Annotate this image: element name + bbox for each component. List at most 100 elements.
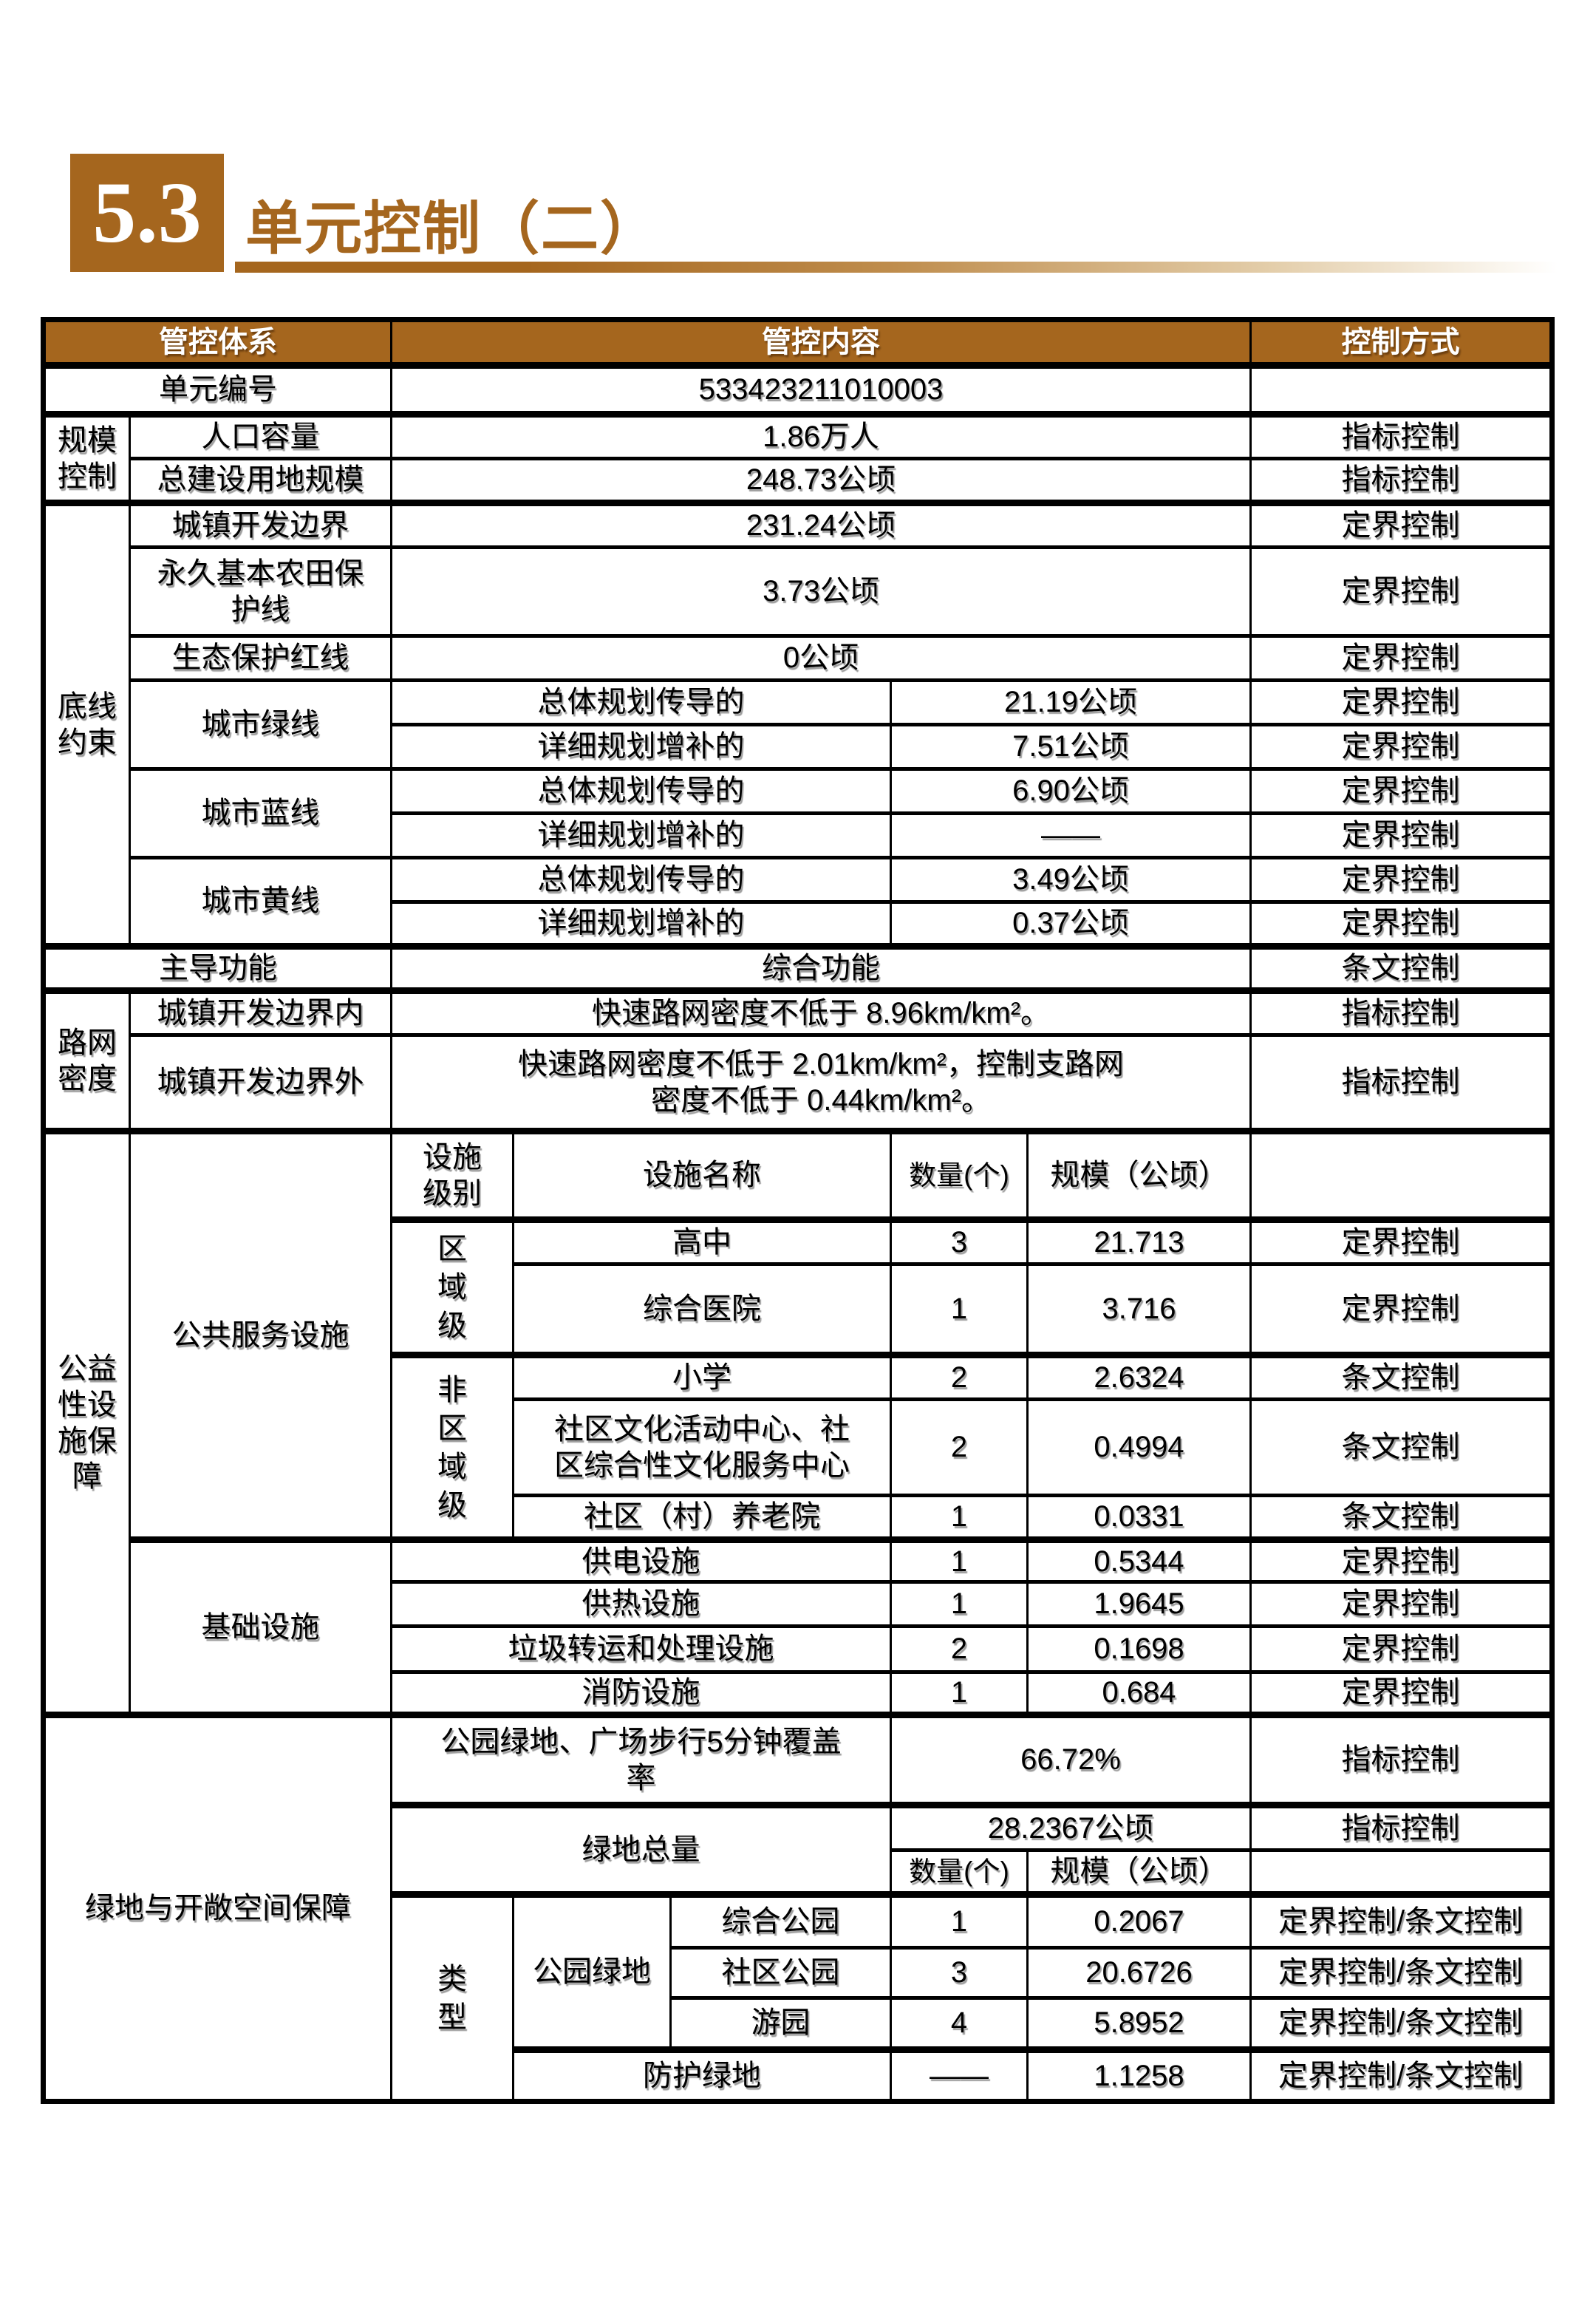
- park-row1-method-cell: 定界控制/条文控制: [1249, 1946, 1554, 2000]
- road-outside-value-cell: 快速路网密度不低于 2.01km/km²，控制支路网密度不低于 0.44km/k…: [389, 1033, 1252, 1133]
- infra-row0-count-cell: 1: [890, 1536, 1029, 1584]
- land-scale-method-cell: 指标控制: [1249, 457, 1554, 505]
- group-scale-control-cell: 规模控制: [42, 411, 131, 505]
- park-row1-name-cell: 社区公园: [669, 1946, 892, 2000]
- cell-text: 路网密度: [58, 1026, 117, 1095]
- regional-row1-count-cell: 1: [890, 1262, 1029, 1357]
- park-row1-size-cell: 20.6726: [1026, 1946, 1252, 2000]
- farmland-method-cell: 定界控制: [1249, 545, 1554, 638]
- cell-text: 规模控制: [58, 423, 117, 493]
- population-label-cell: 人口容量: [129, 411, 392, 460]
- road-inside-label-cell: 城镇开发边界内: [129, 987, 392, 1037]
- green-line-row1-value-cell: 7.51公顷: [889, 723, 1252, 771]
- non-regional-row0-name-cell: 小学: [512, 1352, 892, 1401]
- eco-redline-method-cell: 定界控制: [1249, 634, 1554, 682]
- park-row1-count-cell: 3: [890, 1946, 1029, 2000]
- green-line-row0-method-cell: 定界控制: [1249, 678, 1554, 726]
- dev-boundary-value-cell: 231.24公顷: [389, 500, 1252, 549]
- non-regional-row1-count-cell: 2: [890, 1397, 1029, 1497]
- coverage-label-cell: 公园绿地、广场步行5分钟覆盖率: [390, 1712, 892, 1807]
- blue-line-row1-value-cell: ——: [889, 811, 1252, 859]
- green-line-label-cell: 城市绿线: [129, 678, 392, 771]
- group-public-welfare-cell: 公益性设施保障: [42, 1128, 131, 1717]
- unit-number-value-cell: 533423211010003: [389, 362, 1252, 416]
- infra-row3-method-cell: 定界控制: [1249, 1670, 1554, 1717]
- land-scale-label-cell: 总建设用地规模: [129, 457, 392, 505]
- blue-line-label-cell: 城市蓝线: [129, 767, 392, 859]
- infra-row0-name-cell: 供电设施: [390, 1536, 892, 1584]
- non-regional-row0-method-cell: 条文控制: [1249, 1352, 1554, 1401]
- cell-text: 类型: [437, 1963, 467, 2034]
- function-value-cell: 综合功能: [389, 943, 1252, 993]
- eco-redline-label-cell: 生态保护红线: [129, 634, 392, 682]
- non-regional-row1-name-cell: 社区文化活动中心、社区综合性文化服务中心: [512, 1397, 892, 1497]
- park-row2-method-cell: 定界控制/条文控制: [1249, 1996, 1554, 2052]
- regional-level-label-cell: 区域级: [390, 1216, 514, 1357]
- infra-row1-method-cell: 定界控制: [1249, 1580, 1554, 1628]
- title-underline-bar: [235, 262, 1558, 273]
- non-regional-row2-name-cell: 社区（村）养老院: [512, 1494, 892, 1542]
- cell-text: 底线约束: [58, 690, 117, 759]
- green-count-header-cell: 数量(个): [890, 1848, 1029, 1896]
- infra-row2-name-cell: 垃圾转运和处理设施: [390, 1624, 892, 1674]
- farmland-value-cell: 3.73公顷: [389, 545, 1252, 638]
- green-total-method-cell: 指标控制: [1249, 1802, 1554, 1852]
- non-regional-row0-count-cell: 2: [890, 1352, 1029, 1401]
- protective-green-name-cell: 防护绿地: [512, 2046, 892, 2103]
- regional-row1-size-cell: 3.716: [1026, 1262, 1252, 1357]
- infrastructure-label-cell: 基础设施: [129, 1536, 392, 1717]
- infra-row2-size-cell: 0.1698: [1026, 1624, 1252, 1674]
- group-green-space-cell: 绿地与开敞空间保障: [42, 1712, 392, 2103]
- regional-row0-name-cell: 高中: [512, 1216, 892, 1266]
- cell-text: 永久基本农田保护线: [157, 556, 364, 626]
- non-regional-row1-method-cell: 条文控制: [1249, 1397, 1554, 1497]
- facility-level-header-cell: 设施级别: [390, 1128, 514, 1222]
- blue-line-row0-method-cell: 定界控制: [1249, 767, 1554, 815]
- dev-boundary-method-cell: 定界控制: [1249, 500, 1554, 549]
- blue-line-row1-method-cell: 定界控制: [1249, 811, 1554, 859]
- col-header-content: 管控内容: [389, 318, 1252, 367]
- section-number-badge: 5.3: [70, 154, 224, 272]
- park-row2-name-cell: 游园: [669, 1996, 892, 2052]
- public-service-label-cell: 公共服务设施: [129, 1128, 392, 1542]
- unit-number-method-empty-cell: [1249, 362, 1554, 416]
- blue-line-row0-label-cell: 总体规划传导的: [390, 767, 892, 815]
- infra-row3-size-cell: 0.684: [1026, 1670, 1252, 1717]
- infra-row1-name-cell: 供热设施: [390, 1580, 892, 1628]
- cell-text: 区域级: [437, 1233, 467, 1342]
- col-header-method: 控制方式: [1249, 318, 1554, 367]
- population-value-cell: 1.86万人: [389, 411, 1252, 460]
- green-line-row0-label-cell: 总体规划传导的: [390, 678, 892, 726]
- non-regional-row0-size-cell: 2.6324: [1026, 1352, 1252, 1401]
- park-row0-name-cell: 综合公园: [669, 1891, 892, 1950]
- park-row0-size-cell: 0.2067: [1026, 1891, 1252, 1950]
- cell-text: 社区文化活动中心、社区综合性文化服务中心: [554, 1412, 850, 1482]
- protective-green-size-cell: 1.1258: [1026, 2046, 1252, 2103]
- cell-text: 公园绿地、广场步行5分钟覆盖率: [440, 1725, 842, 1794]
- infra-row0-size-cell: 0.5344: [1026, 1536, 1252, 1584]
- road-inside-value-cell: 快速路网密度不低于 8.96km/km²。: [389, 987, 1252, 1037]
- green-total-label-cell: 绿地总量: [390, 1802, 892, 1896]
- infra-row3-name-cell: 消防设施: [390, 1670, 892, 1717]
- regional-row1-name-cell: 综合医院: [512, 1262, 892, 1357]
- type-label-cell: 类型: [390, 1891, 514, 2103]
- non-regional-row2-method-cell: 条文控制: [1249, 1494, 1554, 1542]
- road-inside-method-cell: 指标控制: [1249, 987, 1554, 1037]
- park-row2-size-cell: 5.8952: [1026, 1996, 1252, 2052]
- park-row0-count-cell: 1: [890, 1891, 1029, 1950]
- non-regional-level-label-cell: 非区域级: [390, 1352, 514, 1542]
- infra-row0-method-cell: 定界控制: [1249, 1536, 1554, 1584]
- function-label-cell: 主导功能: [42, 943, 392, 993]
- coverage-method-cell: 指标控制: [1249, 1712, 1554, 1807]
- group-bottom-line-cell: 底线约束: [42, 500, 131, 948]
- protective-green-method-cell: 定界控制/条文控制: [1249, 2046, 1554, 2103]
- infra-row1-count-cell: 1: [890, 1580, 1029, 1628]
- regional-row0-method-cell: 定界控制: [1249, 1216, 1554, 1266]
- non-regional-row2-size-cell: 0.0331: [1026, 1494, 1252, 1542]
- green-line-row0-value-cell: 21.19公顷: [889, 678, 1252, 726]
- cell-text: 快速路网密度不低于 2.01km/km²，控制支路网密度不低于 0.44km/k…: [517, 1047, 1125, 1117]
- green-total-value-cell: 28.2367公顷: [889, 1802, 1252, 1852]
- infra-row1-size-cell: 1.9645: [1026, 1580, 1252, 1628]
- park-row0-method-cell: 定界控制/条文控制: [1249, 1891, 1554, 1950]
